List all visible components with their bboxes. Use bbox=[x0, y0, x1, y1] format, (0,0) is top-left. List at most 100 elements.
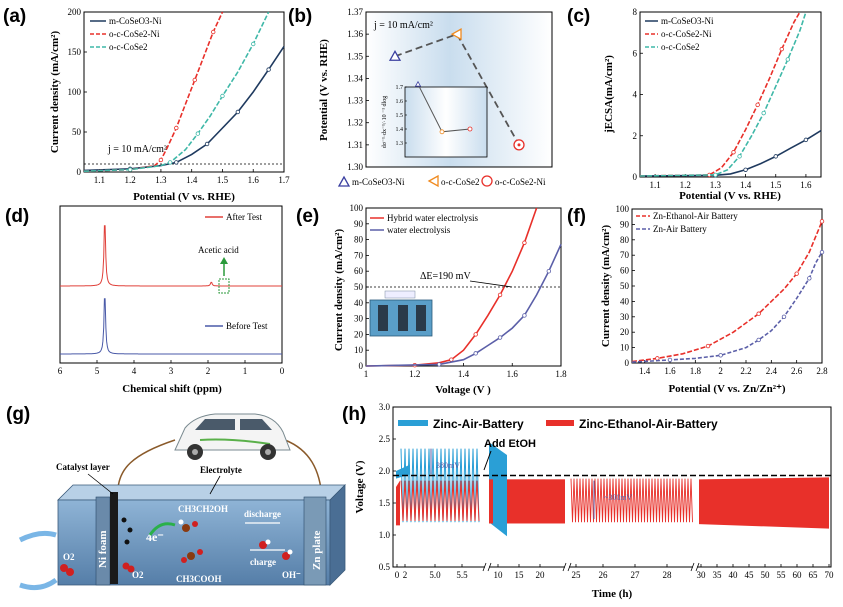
x-tick-label: 1.4 bbox=[186, 175, 198, 185]
y-tick-label: 0 bbox=[633, 172, 638, 182]
axis-break-mark bbox=[690, 562, 695, 572]
x-tick-label: 0 bbox=[280, 366, 285, 376]
panel-a-plot: 1.1 1.2 1.3 1.4 1.5 1.6 1.7 0 50 100 150 200 bbox=[68, 7, 291, 185]
air-arrow-top-icon bbox=[18, 530, 57, 543]
axis-break-mark bbox=[562, 562, 567, 572]
y-tick-label: 10 bbox=[620, 343, 630, 353]
y-tick-label: 60 bbox=[354, 266, 364, 276]
panel-b-annotation: j = 10 mA/cm² bbox=[373, 20, 433, 31]
legend-swatch-red bbox=[546, 420, 574, 426]
data-point bbox=[220, 93, 225, 99]
data-point bbox=[819, 249, 825, 255]
data-point bbox=[522, 313, 527, 318]
y-tick-label: 100 bbox=[68, 87, 82, 97]
axis-break bbox=[693, 563, 697, 571]
legend-label: Zn-Ethanol-Air Battery bbox=[653, 211, 738, 221]
panel-c: (c) 1.1 1.2 1.3 1.4 1.5 1.6 0 2 4 6 8 Potential (V… bbox=[567, 6, 822, 202]
y-tick-label: 80 bbox=[354, 235, 364, 245]
x-tick-label: 28 bbox=[663, 570, 673, 580]
panel-e-xlabel: Voltage (V ) bbox=[435, 384, 491, 396]
axis-break-mark bbox=[695, 562, 700, 572]
y-tick-label: 0.5 bbox=[379, 562, 391, 572]
y-tick-label: 90 bbox=[620, 219, 630, 229]
legend-label: water electrolysis bbox=[387, 225, 451, 235]
data-point bbox=[718, 353, 723, 358]
x-tick-label: 1.4 bbox=[740, 180, 752, 190]
data-point bbox=[436, 362, 442, 367]
series-line bbox=[631, 251, 823, 363]
panel-h-label: (h) bbox=[342, 404, 366, 425]
legend-label: Zinc-Air-Battery bbox=[433, 417, 524, 431]
y-tick-label: 2.0 bbox=[379, 466, 391, 476]
x-tick-label: 5.5 bbox=[456, 570, 468, 580]
legend-label: o-c-CoSe2 bbox=[441, 177, 480, 187]
inset-marker bbox=[439, 129, 445, 135]
panel-e-legend: Hybrid water electrolysis water electrol… bbox=[370, 213, 478, 235]
x-tick-label: 1.2 bbox=[125, 175, 136, 185]
y-tick-label: 200 bbox=[68, 7, 82, 17]
y-tick-label: 0 bbox=[359, 361, 364, 371]
x-tick-label: 2.4 bbox=[766, 366, 778, 376]
data-point bbox=[127, 167, 133, 172]
inset-plot: 1.3 1.4 1.5 1.6 1.7 bbox=[396, 80, 473, 147]
panel-c-xlabel: Potential (V vs. RHE) bbox=[679, 190, 781, 202]
inset-marker bbox=[467, 126, 473, 132]
panel-e-label: (e) bbox=[296, 206, 319, 227]
data-point bbox=[731, 150, 736, 155]
data-point bbox=[785, 57, 791, 62]
data-point bbox=[204, 141, 210, 147]
legend-label: Hybrid water electrolysis bbox=[387, 213, 478, 223]
x-tick-label: 1.8 bbox=[555, 369, 567, 379]
ni-foam-label: Ni foam bbox=[97, 530, 109, 568]
x-tick-label: 1.5 bbox=[770, 180, 782, 190]
axis-break-mark bbox=[487, 562, 492, 572]
data-point bbox=[713, 172, 718, 178]
data-point bbox=[667, 357, 673, 363]
x-tick-label: 6 bbox=[58, 366, 63, 376]
panel-e-annotation: ΔE=190 mV bbox=[420, 271, 471, 282]
axis-break-mark bbox=[567, 562, 572, 572]
legend-label: o-c-CoSe2 bbox=[109, 42, 148, 52]
catalyst-label: Catalyst layer bbox=[56, 462, 110, 472]
y-tick-label: 1.30 bbox=[347, 162, 363, 172]
panel-d: (d) 6 5 4 3 2 1 0 Chemical shift (ppm) After T… bbox=[5, 205, 285, 395]
panel-b-inset: 1.3 1.4 1.5 1.6 1.7 dσ⁻¹·dx⁻¹/·10 ⁻¹ dlog bbox=[382, 80, 488, 158]
y-tick-label: 1.36 bbox=[347, 29, 363, 39]
arrow-head-icon bbox=[220, 257, 228, 264]
y-tick-label: 100 bbox=[616, 204, 630, 214]
inset-y-tick-label: 1.6 bbox=[396, 99, 404, 105]
data-point bbox=[781, 314, 787, 319]
y-tick-label: 80 bbox=[620, 235, 630, 245]
gap-label-1: 380mV bbox=[436, 461, 460, 470]
inset-marker bbox=[414, 80, 422, 87]
data-point bbox=[497, 335, 503, 340]
y-tick-label: 1.34 bbox=[347, 73, 363, 83]
data-point bbox=[761, 110, 766, 116]
data-point bbox=[522, 240, 527, 245]
nmr-spectrum bbox=[60, 298, 282, 355]
x-tick-label: 1.4 bbox=[639, 366, 651, 376]
y-tick-label: 4 bbox=[633, 90, 638, 100]
marker-triangle bbox=[388, 49, 402, 61]
legend-marker-triangle bbox=[337, 175, 351, 187]
y-tick-label: 2.5 bbox=[379, 434, 391, 444]
data-point bbox=[756, 337, 761, 343]
x-tick-label: 35 bbox=[713, 570, 723, 580]
x-tick-label: 1.6 bbox=[664, 366, 676, 376]
y-tick-label: 1.31 bbox=[347, 140, 363, 150]
x-tick-label: 27 bbox=[631, 570, 641, 580]
electron-label: 4e⁻ bbox=[146, 530, 164, 544]
panel-b-ylabel: Potential (V vs. RHE) bbox=[318, 39, 330, 141]
y-tick-label: 2 bbox=[633, 131, 638, 141]
panel-b-plot: 1.30 1.31 1.32 1.33 1.34 1.35 1.36 1.37 bbox=[347, 7, 525, 172]
wire-left bbox=[117, 439, 176, 489]
data-point bbox=[167, 160, 173, 165]
data-point bbox=[174, 125, 179, 131]
data-point bbox=[819, 219, 825, 224]
y-tick-label: 0 bbox=[77, 167, 82, 177]
panel-h-ylabel: Voltage (V) bbox=[354, 460, 366, 513]
legend-label: m-CoSeO3-Ni bbox=[352, 177, 405, 187]
y-tick-label: 1.33 bbox=[347, 96, 363, 106]
panel-d-annotation: Acetic acid bbox=[198, 245, 239, 255]
axis-break-mark bbox=[482, 562, 487, 572]
